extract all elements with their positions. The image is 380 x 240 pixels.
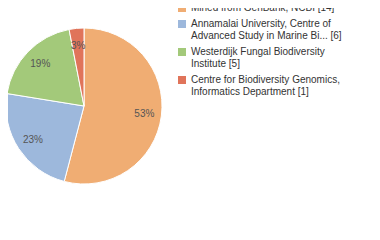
html-text:Westerdijk Fungal Biodiversity: Westerdijk Fungal Biodiversity Institute… bbox=[191, 46, 325, 69]
svg-text:53%: 53% bbox=[134, 108, 154, 119]
html-text:Centre for Biodiversity Genomi: Centre for Biodiversity Genomics, Inform… bbox=[191, 74, 340, 97]
svg-text:3%: 3% bbox=[71, 40, 86, 51]
svg-text:23%: 23% bbox=[23, 134, 43, 145]
svg-text:19%: 19% bbox=[30, 58, 50, 69]
html-text:Annamalai University, Centre o: Annamalai University, Centre of Advanced… bbox=[191, 18, 342, 41]
html-text:Mined from GenBank, NCBI [14]: Mined from GenBank, NCBI [14] bbox=[191, 2, 335, 13]
